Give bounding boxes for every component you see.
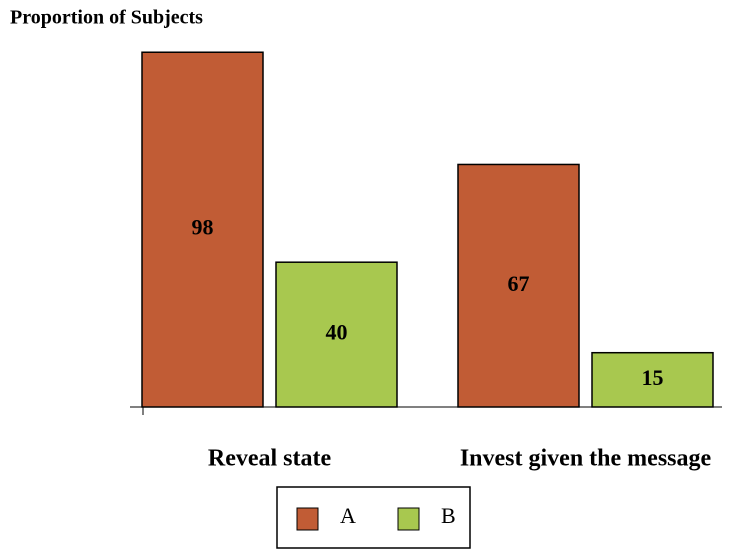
data-label: 40	[326, 320, 348, 345]
x-tick-label: Reveal state	[208, 446, 332, 472]
data-label: 15	[642, 365, 664, 390]
bar	[591, 351, 714, 408]
data-label: 67	[508, 271, 530, 296]
legend-label: A	[340, 503, 356, 528]
x-tick-label: Invest given the message	[460, 446, 712, 472]
bar	[275, 261, 398, 408]
y-axis-label: Proportion of Subjects	[10, 7, 203, 29]
bar	[141, 51, 264, 408]
data-label: 98	[192, 215, 214, 240]
legend-label: B	[441, 503, 456, 528]
legend-swatch	[296, 507, 319, 531]
legend-swatch	[397, 507, 420, 531]
bar	[457, 163, 580, 408]
